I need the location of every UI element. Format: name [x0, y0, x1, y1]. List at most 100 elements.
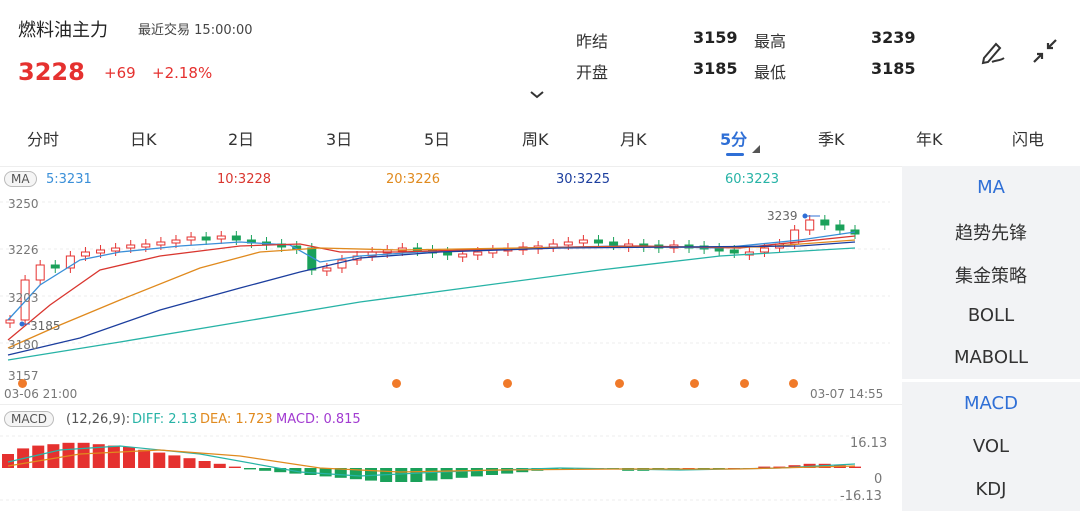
macd-chart[interactable] — [0, 432, 902, 508]
signal-dot — [615, 379, 624, 388]
indicator-kdj[interactable]: KDJ — [975, 479, 1007, 500]
candlestick-chart[interactable] — [0, 190, 902, 390]
price-tick-2: 3226 — [8, 243, 39, 257]
macd-bar — [758, 466, 771, 468]
candle-body — [20, 279, 30, 321]
indicator-vol[interactable]: VOL — [972, 436, 1010, 457]
contract-title: 燃料油主力 — [18, 20, 108, 41]
candle-body — [563, 241, 573, 246]
candle-body — [156, 241, 166, 246]
indicator-ma[interactable]: MA — [977, 177, 1005, 198]
candle-body — [322, 267, 332, 272]
candle-body — [458, 253, 468, 258]
tab-2day[interactable]: 2日 — [228, 130, 255, 149]
latest-label: 最近交易 — [138, 23, 191, 38]
macd-bar — [153, 452, 166, 468]
time-start: 03-06 21:00 — [4, 387, 78, 401]
candle-body — [548, 243, 558, 248]
macd-bar — [244, 468, 256, 470]
macd-bar — [123, 447, 135, 468]
collapse-icon[interactable] — [1030, 36, 1060, 66]
tab-week-k[interactable]: 周K — [522, 130, 549, 149]
candle-body — [141, 243, 151, 248]
tab-3day[interactable]: 3日 — [326, 130, 353, 149]
price-tick-4: 3180 — [8, 338, 39, 352]
tab-quarter-k[interactable]: 季K — [818, 130, 845, 149]
macd-badge[interactable]: MACD — [4, 411, 54, 427]
candle-body — [473, 251, 483, 256]
tab-5min[interactable]: 5分 — [720, 130, 748, 149]
prev-settle-value: 3159 — [693, 28, 738, 47]
tab-day-k[interactable]: 日K — [130, 130, 157, 149]
candle-body — [96, 249, 106, 254]
macd-bar — [788, 465, 801, 468]
macd-bar — [773, 466, 786, 468]
ma60-line — [7, 247, 856, 361]
macd-bar — [501, 468, 514, 474]
tab-flash[interactable]: 闪电 — [1012, 130, 1045, 149]
tab-year-k[interactable]: 年K — [916, 130, 943, 149]
price-tick-bottom: 3157 — [8, 369, 39, 383]
macd-bar — [440, 468, 453, 480]
ma20-value: 20:3226 — [386, 172, 441, 187]
macd-bar — [183, 458, 196, 468]
macd-bar — [259, 468, 272, 471]
signal-dot — [690, 379, 699, 388]
signal-dot — [740, 379, 749, 388]
ma10-line — [7, 235, 856, 341]
candle-body — [835, 224, 845, 231]
price-change-percent: +2.18% — [152, 64, 213, 82]
last-price: 3228 — [18, 58, 85, 86]
latest-time: 15:00:00 — [194, 23, 253, 38]
candle-body — [186, 236, 196, 241]
ma60-value: 60:3223 — [725, 172, 780, 187]
candle-body — [578, 239, 588, 244]
candle-body — [80, 251, 90, 257]
macd-bar — [486, 468, 498, 475]
indicator-boll[interactable]: BOLL — [967, 305, 1015, 326]
candle-body — [5, 319, 15, 324]
chevron-down-icon[interactable] — [528, 90, 546, 100]
candle-body — [593, 239, 603, 244]
candle-body — [171, 239, 181, 244]
ma30-value: 30:3225 — [556, 172, 611, 187]
tab-5day[interactable]: 5日 — [424, 130, 451, 149]
active-tab-indicator — [726, 153, 744, 156]
latest-trade: 最近交易 15:00:00 — [138, 19, 253, 38]
high-label: 最高 — [754, 32, 787, 51]
macd-bar — [455, 468, 468, 478]
tab-dropdown-icon[interactable] — [752, 145, 760, 153]
indicator-trend-pioneer[interactable]: 趋势先锋 — [955, 223, 1027, 244]
signal-dot — [789, 379, 798, 388]
macd-bar — [470, 468, 483, 477]
macd-bar — [107, 445, 120, 468]
candle-body — [111, 247, 121, 252]
low-value: 3185 — [871, 59, 916, 78]
prev-settle-label: 昨结 — [576, 32, 609, 51]
dea-line — [7, 449, 856, 473]
tab-intraday[interactable]: 分时 — [27, 130, 60, 149]
indicator-maboll[interactable]: MABOLL — [953, 347, 1029, 368]
indicator-gold-strategy[interactable]: 集金策略 — [955, 266, 1027, 287]
indicator-macd[interactable]: MACD — [964, 393, 1018, 414]
draw-pen-icon[interactable] — [978, 36, 1008, 66]
macd-bar — [77, 442, 90, 468]
ma5-value: 5:3231 — [46, 172, 92, 187]
macd-bar — [319, 468, 332, 477]
candle-body — [126, 244, 136, 249]
candle-body — [50, 264, 60, 269]
signal-dot — [392, 379, 401, 388]
high-marker-label: 3239 — [767, 209, 798, 223]
macd-bar — [425, 468, 438, 481]
tab-month-k[interactable]: 月K — [620, 130, 647, 149]
ma20-line — [7, 239, 856, 349]
macd-bar — [168, 455, 181, 468]
candle-body — [805, 219, 815, 231]
ma-badge[interactable]: MA — [4, 171, 37, 187]
candle-body — [337, 259, 347, 269]
high-value: 3239 — [871, 28, 916, 47]
candle-body — [201, 236, 211, 241]
macd-bar — [849, 466, 861, 468]
low-label: 最低 — [754, 63, 787, 82]
candle-body — [65, 255, 75, 269]
